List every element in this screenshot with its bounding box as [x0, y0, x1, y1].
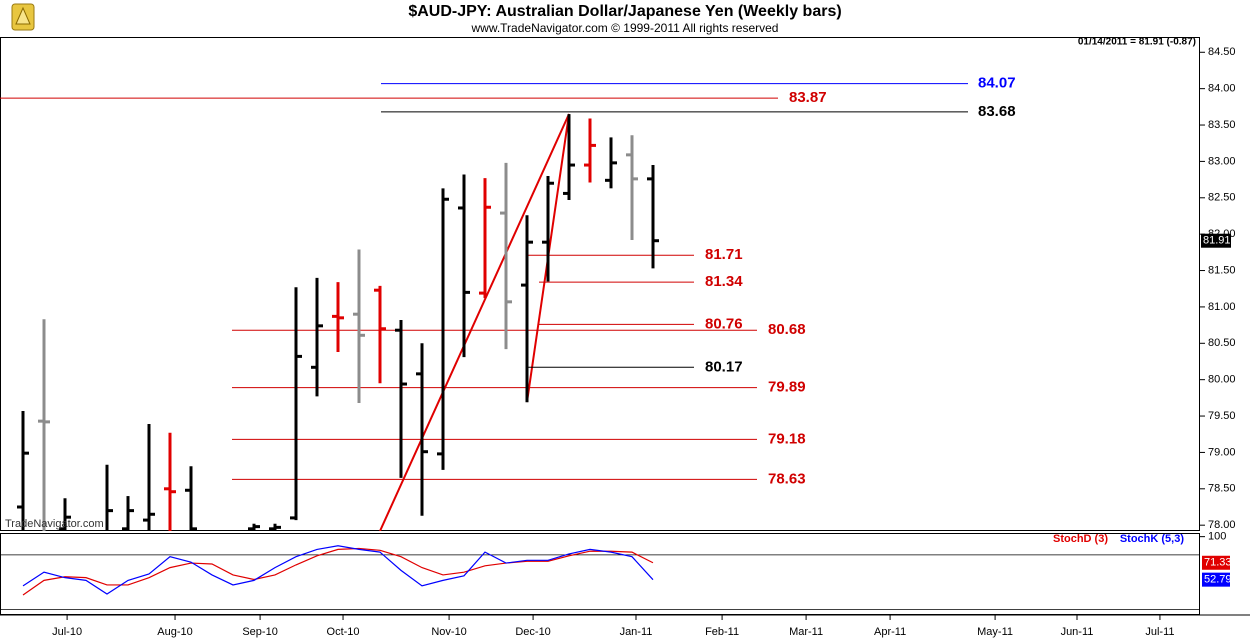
y-tick-label: 81.00 — [1208, 301, 1236, 313]
chart-subtitle: www.TradeNavigator.com © 1999-2011 All r… — [471, 21, 779, 35]
level-label: 80.17 — [705, 358, 743, 375]
x-tick-label: Aug-10 — [157, 626, 192, 638]
y-tick-label: 78.00 — [1208, 519, 1236, 531]
level-label: 81.71 — [705, 246, 743, 263]
stoch-line — [22, 547, 654, 596]
legend-entry: StochD (3) — [1053, 533, 1108, 545]
x-tick-label: Jul-11 — [1145, 626, 1174, 638]
y-tick-label: 83.50 — [1208, 119, 1236, 131]
price-info: 01/14/2011 = 81.91 (-0.87) — [1078, 37, 1196, 48]
level-label: 83.87 — [789, 89, 827, 106]
x-tick-label: Sep-10 — [242, 626, 277, 638]
y-tick-label: 81.50 — [1208, 264, 1236, 276]
stoch-plot — [0, 545, 1200, 610]
y-tick-label: 82.50 — [1208, 192, 1236, 204]
y-tick-label: 78.50 — [1208, 483, 1236, 495]
y-tick-label: 83.00 — [1208, 155, 1236, 167]
stoch-y-tick-label: 100 — [1208, 531, 1226, 543]
x-tick-label: Jan-11 — [620, 626, 653, 638]
last-value-box — [1202, 555, 1230, 570]
main-panel — [0, 37, 1200, 531]
x-tick-label: Mar-11 — [789, 626, 823, 638]
watermark: TradeNavigator.com — [5, 518, 104, 530]
logo — [11, 3, 35, 31]
x-tick-label: May-11 — [977, 626, 1013, 638]
level-label: 78.63 — [768, 470, 806, 487]
legend-entry: StochK (5,3) — [1120, 533, 1185, 545]
last-value-label: 52.79 — [1204, 574, 1232, 586]
y-tick-label: 84.00 — [1208, 83, 1236, 95]
x-tick-label: Oct-10 — [327, 626, 360, 638]
price-plot — [0, 83, 968, 531]
x-tick-label: Nov-10 — [431, 626, 466, 638]
y-tick-label: 79.00 — [1208, 446, 1236, 458]
last-price-label: 81.91 — [1203, 235, 1231, 247]
last-value-box — [1202, 572, 1230, 587]
level-label: 81.34 — [705, 273, 743, 290]
level-label: 79.18 — [768, 430, 806, 447]
x-tick-label: Apr-11 — [874, 626, 906, 638]
x-tick-label: Jul-10 — [52, 626, 82, 638]
last-price-box — [1201, 233, 1231, 248]
last-value-label: 71.33 — [1204, 557, 1232, 569]
level-label: 80.76 — [705, 315, 743, 332]
level-label: 80.68 — [768, 321, 806, 338]
y-tick-label: 80.00 — [1208, 374, 1236, 386]
labels: 78.00 78.50 79.00 79.50 80.00 80.50 81.00 81.50… — [52, 46, 1235, 638]
y-tick-label: 80.50 — [1208, 337, 1236, 349]
x-tick-label: Feb-11 — [705, 626, 739, 638]
trend-line — [379, 113, 570, 531]
stoch-line — [22, 545, 654, 595]
y-tick-label: 79.50 — [1208, 410, 1236, 422]
chart-title: $AUD-JPY: Australian Dollar/Japanese Yen… — [408, 3, 841, 20]
y-tick-label: 84.50 — [1208, 46, 1236, 58]
level-label: 79.89 — [768, 379, 806, 396]
level-label: 83.68 — [978, 103, 1016, 120]
x-tick-label: Jun-11 — [1061, 626, 1094, 638]
x-tick-label: Dec-10 — [515, 626, 550, 638]
level-label: 84.07 — [978, 75, 1016, 92]
